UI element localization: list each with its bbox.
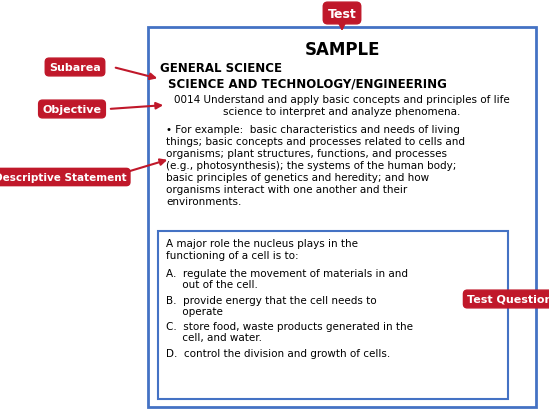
Text: operate: operate (166, 306, 223, 316)
Text: Test: Test (328, 7, 356, 21)
Text: A.  regulate the movement of materials in and: A. regulate the movement of materials in… (166, 268, 408, 278)
Text: 0014 Understand and apply basic concepts and principles of life: 0014 Understand and apply basic concepts… (174, 95, 510, 105)
Text: A major role the nucleus plays in the: A major role the nucleus plays in the (166, 238, 358, 248)
Text: SCIENCE AND TECHNOLOGY/ENGINEERING: SCIENCE AND TECHNOLOGY/ENGINEERING (168, 77, 447, 90)
Text: Objective: Objective (42, 105, 102, 115)
Text: science to interpret and analyze phenomena.: science to interpret and analyze phenome… (223, 107, 461, 117)
Text: Test Question: Test Question (467, 294, 549, 304)
Text: SAMPLE: SAMPLE (304, 41, 380, 59)
Text: basic principles of genetics and heredity; and how: basic principles of genetics and heredit… (166, 173, 429, 183)
Text: cell, and water.: cell, and water. (166, 332, 262, 342)
Text: C.  store food, waste products generated in the: C. store food, waste products generated … (166, 321, 413, 331)
Text: out of the cell.: out of the cell. (166, 279, 258, 289)
Text: B.  provide energy that the cell needs to: B. provide energy that the cell needs to (166, 295, 377, 305)
Text: Descriptive Statement: Descriptive Statement (0, 173, 126, 183)
FancyBboxPatch shape (158, 231, 508, 399)
Text: D.  control the division and growth of cells.: D. control the division and growth of ce… (166, 348, 390, 358)
Text: • For example:  basic characteristics and needs of living: • For example: basic characteristics and… (166, 125, 460, 135)
Text: Subarea: Subarea (49, 63, 101, 73)
Text: GENERAL SCIENCE: GENERAL SCIENCE (160, 62, 282, 74)
Text: environments.: environments. (166, 197, 242, 206)
Text: functioning of a cell is to:: functioning of a cell is to: (166, 250, 299, 260)
FancyBboxPatch shape (148, 28, 536, 407)
Text: things; basic concepts and processes related to cells and: things; basic concepts and processes rel… (166, 137, 465, 147)
Text: organisms; plant structures, functions, and processes: organisms; plant structures, functions, … (166, 149, 447, 159)
Text: organisms interact with one another and their: organisms interact with one another and … (166, 185, 407, 195)
Text: (e.g., photosynthesis); the systems of the human body;: (e.g., photosynthesis); the systems of t… (166, 161, 456, 171)
